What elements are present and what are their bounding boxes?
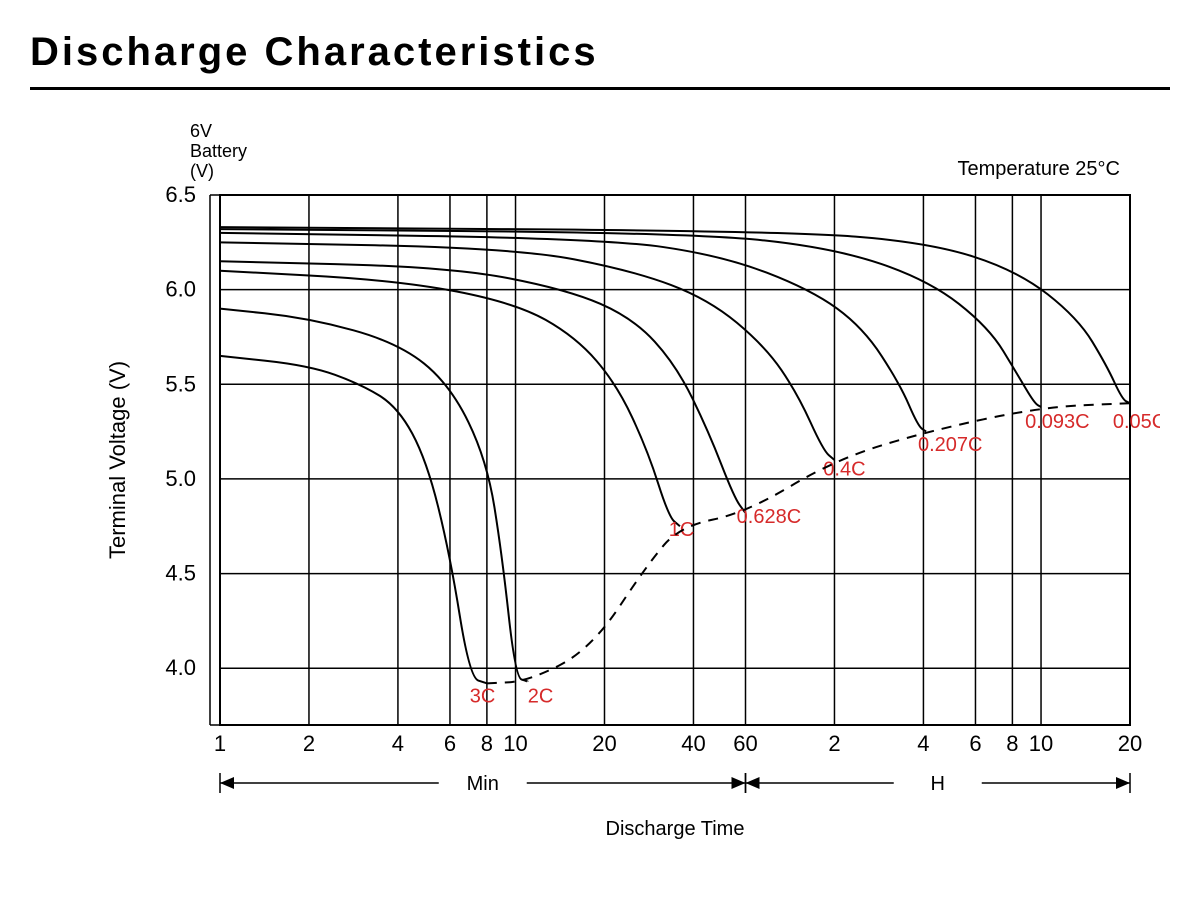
svg-text:40: 40 bbox=[681, 731, 705, 756]
svg-text:1: 1 bbox=[214, 731, 226, 756]
svg-text:Discharge Time: Discharge Time bbox=[606, 818, 745, 840]
cutoff-envelope bbox=[487, 403, 1130, 683]
curve-label-0.05C: 0.05C bbox=[1113, 411, 1160, 433]
curve-0.628C bbox=[220, 261, 746, 513]
svg-text:60: 60 bbox=[733, 731, 757, 756]
svg-text:10: 10 bbox=[1029, 731, 1053, 756]
svg-text:6.0: 6.0 bbox=[165, 277, 196, 302]
svg-text:4.0: 4.0 bbox=[165, 655, 196, 680]
curve-0.093C bbox=[220, 229, 1041, 407]
svg-text:10: 10 bbox=[503, 731, 527, 756]
svg-text:20: 20 bbox=[1118, 731, 1142, 756]
svg-text:20: 20 bbox=[592, 731, 616, 756]
svg-text:Battery: Battery bbox=[190, 141, 247, 161]
svg-text:6: 6 bbox=[969, 731, 981, 756]
svg-text:8: 8 bbox=[481, 731, 493, 756]
svg-text:(V): (V) bbox=[190, 161, 214, 181]
curve-label-2C: 2C bbox=[528, 686, 554, 708]
svg-text:Terminal Voltage (V): Terminal Voltage (V) bbox=[105, 361, 130, 559]
svg-text:4.5: 4.5 bbox=[165, 561, 196, 586]
curve-0.05C bbox=[220, 227, 1130, 403]
curve-label-0.4C: 0.4C bbox=[823, 458, 865, 480]
curve-label-3C: 3C bbox=[470, 686, 496, 708]
svg-text:4: 4 bbox=[917, 731, 929, 756]
curve-3C bbox=[220, 356, 487, 683]
svg-text:8: 8 bbox=[1006, 731, 1018, 756]
svg-text:5.0: 5.0 bbox=[165, 466, 196, 491]
svg-text:4: 4 bbox=[392, 731, 404, 756]
svg-text:Min: Min bbox=[467, 773, 499, 795]
discharge-chart: 4.04.55.05.56.06.5124681020406024681020M… bbox=[40, 120, 1160, 840]
curve-label-0.093C: 0.093C bbox=[1025, 411, 1090, 433]
curve-0.207C bbox=[220, 233, 926, 432]
svg-text:5.5: 5.5 bbox=[165, 371, 196, 396]
title-underline bbox=[30, 87, 1170, 90]
svg-text:H: H bbox=[931, 773, 945, 795]
svg-text:6V: 6V bbox=[190, 121, 212, 141]
svg-text:6: 6 bbox=[444, 731, 456, 756]
svg-text:2: 2 bbox=[303, 731, 315, 756]
svg-text:2: 2 bbox=[828, 731, 840, 756]
page-title: Discharge Characteristics bbox=[30, 30, 1170, 75]
svg-text:6.5: 6.5 bbox=[165, 182, 196, 207]
curve-2C bbox=[220, 309, 528, 682]
svg-text:Temperature 25°C: Temperature 25°C bbox=[957, 158, 1120, 180]
curve-label-0.207C: 0.207C bbox=[918, 434, 983, 456]
